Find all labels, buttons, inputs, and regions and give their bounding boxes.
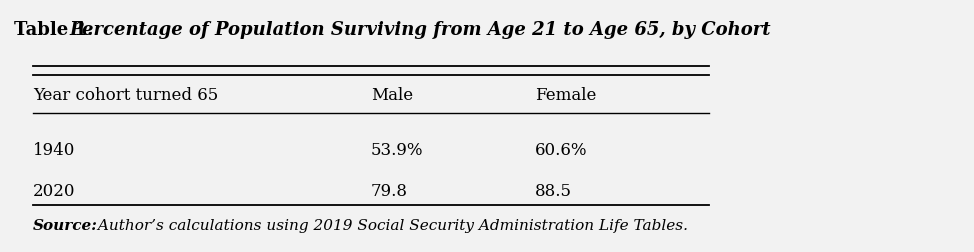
Text: 1940: 1940 xyxy=(33,142,76,159)
Text: Percentage of Population Surviving from Age 21 to Age 65, by Cohort: Percentage of Population Surviving from … xyxy=(70,21,771,39)
Text: Source:: Source: xyxy=(33,219,98,233)
Text: 2020: 2020 xyxy=(33,183,76,200)
Text: Female: Female xyxy=(536,87,597,104)
Text: Table 1.: Table 1. xyxy=(14,21,99,39)
Text: Author’s calculations using 2019 Social Security Administration Life Tables.: Author’s calculations using 2019 Social … xyxy=(93,219,688,233)
Text: Male: Male xyxy=(371,87,413,104)
Text: 88.5: 88.5 xyxy=(536,183,573,200)
Text: 60.6%: 60.6% xyxy=(536,142,587,159)
Text: Year cohort turned 65: Year cohort turned 65 xyxy=(33,87,218,104)
Text: 53.9%: 53.9% xyxy=(371,142,424,159)
Text: 79.8: 79.8 xyxy=(371,183,408,200)
